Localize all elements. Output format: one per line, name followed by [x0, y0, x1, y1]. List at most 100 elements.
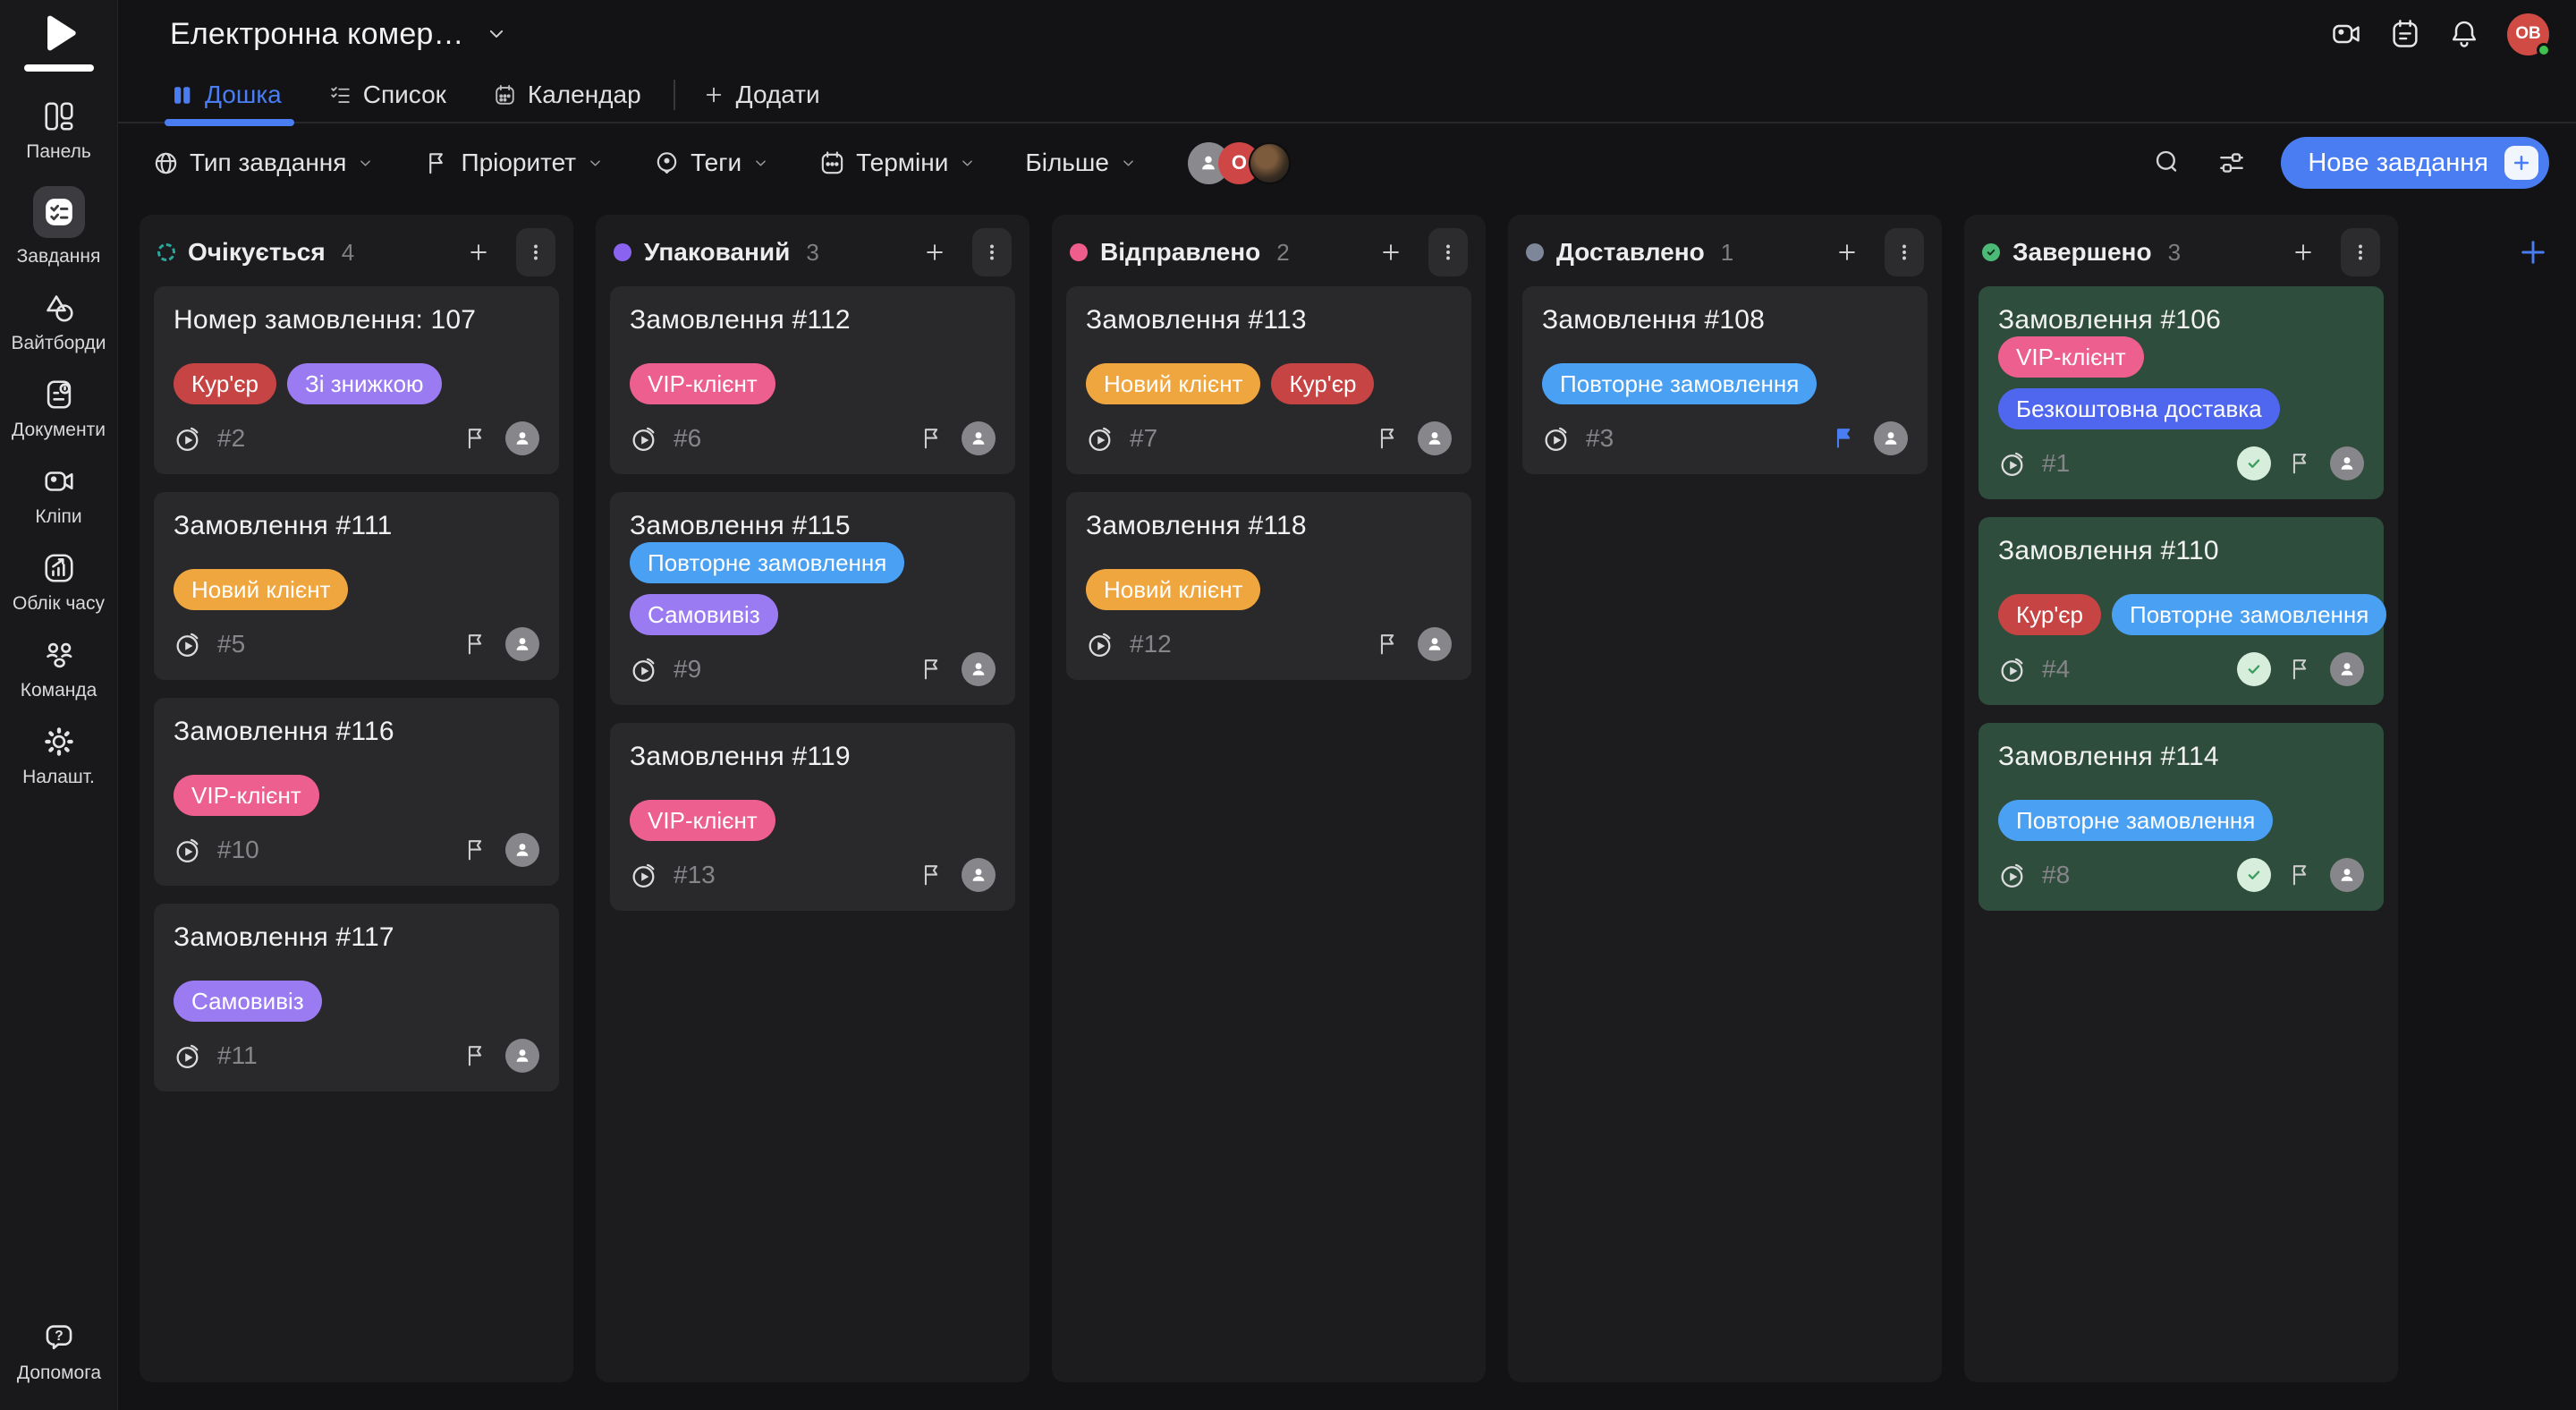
flag-icon[interactable] [2287, 656, 2314, 683]
timer-icon[interactable] [1998, 449, 2028, 479]
assignee-avatar[interactable] [2330, 446, 2364, 480]
tag-VIP-клієнт[interactable]: VIP-клієнт [1998, 336, 2144, 378]
timer-icon[interactable] [630, 424, 659, 454]
assignee-avatar[interactable] [962, 421, 996, 455]
timer-icon[interactable] [1998, 655, 2028, 684]
flag-icon[interactable] [2287, 450, 2314, 477]
assignee-avatar[interactable] [1874, 421, 1908, 455]
timer-icon[interactable] [174, 1041, 203, 1071]
assignee-avatar[interactable] [962, 652, 996, 686]
sidebar-item-Налашт.[interactable]: Налашт. [0, 713, 117, 800]
timer-icon[interactable] [174, 424, 203, 454]
flag-icon[interactable] [1375, 631, 1402, 658]
task-card[interactable]: Замовлення #113 Новий клієнт Кур'єр #7 [1066, 286, 1471, 474]
search-icon[interactable] [2152, 148, 2182, 178]
sidebar-item-Команда[interactable]: Команда [0, 626, 117, 713]
tag-VIP-клієнт[interactable]: VIP-клієнт [630, 800, 775, 841]
sidebar-item-Завдання[interactable]: Завдання [0, 174, 117, 279]
tab-Дошка[interactable]: Дошка [165, 67, 294, 126]
app-logo[interactable] [0, 0, 117, 72]
sidebar-item-Вайтборди[interactable]: Вайтборди [0, 279, 117, 366]
timer-icon[interactable] [1086, 630, 1115, 659]
task-card[interactable]: Замовлення #116 VIP-клієнт #10 [154, 698, 559, 886]
tag-Новий клієнт[interactable]: Новий клієнт [174, 569, 349, 610]
assignee-avatar[interactable] [505, 627, 539, 661]
assignee-avatar[interactable] [1418, 627, 1452, 661]
tag-Новий клієнт[interactable]: Новий клієнт [1086, 363, 1261, 404]
flag-icon[interactable] [919, 425, 945, 452]
assignee-avatar[interactable] [2330, 858, 2364, 892]
add-card-button[interactable] [919, 236, 951, 268]
filter-avatar[interactable] [1248, 141, 1291, 184]
column-menu-button[interactable] [972, 228, 1012, 276]
sidebar-item-Кліпи[interactable]: Кліпи [0, 453, 117, 539]
notes-icon[interactable] [2389, 18, 2421, 50]
flag-icon[interactable] [2287, 862, 2314, 888]
add-card-button[interactable] [462, 236, 495, 268]
flag-filled-icon[interactable] [1831, 425, 1858, 452]
add-card-button[interactable] [1375, 236, 1407, 268]
filter-Теги[interactable]: Теги [653, 149, 770, 177]
sidebar-item-Панель[interactable]: Панель [0, 88, 117, 174]
assignee-avatar[interactable] [505, 421, 539, 455]
column-menu-button[interactable] [2341, 228, 2380, 276]
column-menu-button[interactable] [516, 228, 555, 276]
chevron-down-icon[interactable] [484, 21, 509, 47]
done-check-icon[interactable] [2237, 652, 2271, 686]
add-column-button[interactable] [2517, 234, 2553, 270]
tag-Кур'єр[interactable]: Кур'єр [1998, 594, 2102, 635]
filter-Тип завдання[interactable]: Тип завдання [152, 149, 375, 177]
task-card[interactable]: Замовлення #114 Повторне замовлення #8 [1979, 723, 2384, 911]
tag-VIP-клієнт[interactable]: VIP-клієнт [174, 775, 319, 816]
tag-Повторне замовлення[interactable]: Повторне замовлення [1542, 363, 1818, 404]
tag-VIP-клієнт[interactable]: VIP-клієнт [630, 363, 775, 404]
page-title[interactable]: Електронна комер… [170, 16, 464, 51]
tag-Кур'єр[interactable]: Кур'єр [174, 363, 277, 404]
assignee-avatar[interactable] [2330, 652, 2364, 686]
assignee-avatar[interactable] [505, 1039, 539, 1073]
tag-Зі знижкою[interactable]: Зі знижкою [287, 363, 442, 404]
user-avatar[interactable]: ОВ [2507, 13, 2551, 57]
sliders-icon[interactable] [2216, 148, 2247, 178]
tab-Список[interactable]: Список [328, 67, 446, 123]
flag-icon[interactable] [462, 1042, 489, 1069]
assignee-avatar[interactable] [1418, 421, 1452, 455]
new-task-button[interactable]: Нове завдання [2281, 137, 2549, 189]
task-card[interactable]: Замовлення #115 Повторне замовлення Самови… [610, 492, 1015, 705]
task-card[interactable]: Замовлення #110 Кур'єр Повторне замовлення… [1979, 517, 2387, 705]
done-check-icon[interactable] [2237, 858, 2271, 892]
timer-icon[interactable] [630, 861, 659, 890]
filter-Терміни[interactable]: Терміни [818, 149, 977, 177]
task-card[interactable]: Замовлення #108 Повторне замовлення #3 [1522, 286, 1928, 474]
flag-icon[interactable] [462, 837, 489, 863]
flag-icon[interactable] [919, 862, 945, 888]
tag-Кур'єр[interactable]: Кур'єр [1271, 363, 1375, 404]
tag-Новий клієнт[interactable]: Новий клієнт [1086, 569, 1261, 610]
sidebar-item-Документи[interactable]: Документи [0, 366, 117, 453]
timer-icon[interactable] [630, 655, 659, 684]
timer-icon[interactable] [174, 836, 203, 865]
timer-icon[interactable] [1086, 424, 1115, 454]
assignee-avatar[interactable] [962, 858, 996, 892]
tag-Повторне замовлення[interactable]: Повторне замовлення [1998, 800, 2274, 841]
task-card[interactable]: Замовлення #118 Новий клієнт #12 [1066, 492, 1471, 680]
task-card[interactable]: Номер замовлення: 107 Кур'єр Зі знижкою #2 [154, 286, 559, 474]
add-view-button[interactable]: Додати [702, 81, 820, 109]
sidebar-item-Облік часу[interactable]: Облік часу [0, 539, 117, 626]
timer-icon[interactable] [1998, 861, 2028, 890]
flag-icon[interactable] [1375, 425, 1402, 452]
add-card-button[interactable] [1831, 236, 1863, 268]
tag-Повторне замовлення[interactable]: Повторне замовлення [2112, 594, 2387, 635]
task-card[interactable]: Замовлення #117 Самовивіз #11 [154, 904, 559, 1091]
task-card[interactable]: Замовлення #119 VIP-клієнт #13 [610, 723, 1015, 911]
sidebar-item-help[interactable]: ? Допомога [0, 1309, 118, 1396]
add-card-button[interactable] [2287, 236, 2319, 268]
task-card[interactable]: Замовлення #111 Новий клієнт #5 [154, 492, 559, 680]
flag-icon[interactable] [462, 425, 489, 452]
filter-Більше[interactable]: Більше [1025, 149, 1138, 177]
column-menu-button[interactable] [1885, 228, 1924, 276]
flag-icon[interactable] [919, 656, 945, 683]
flag-icon[interactable] [462, 631, 489, 658]
assignee-avatar[interactable] [505, 833, 539, 867]
filter-Пріоритет[interactable]: Пріоритет [423, 149, 605, 177]
